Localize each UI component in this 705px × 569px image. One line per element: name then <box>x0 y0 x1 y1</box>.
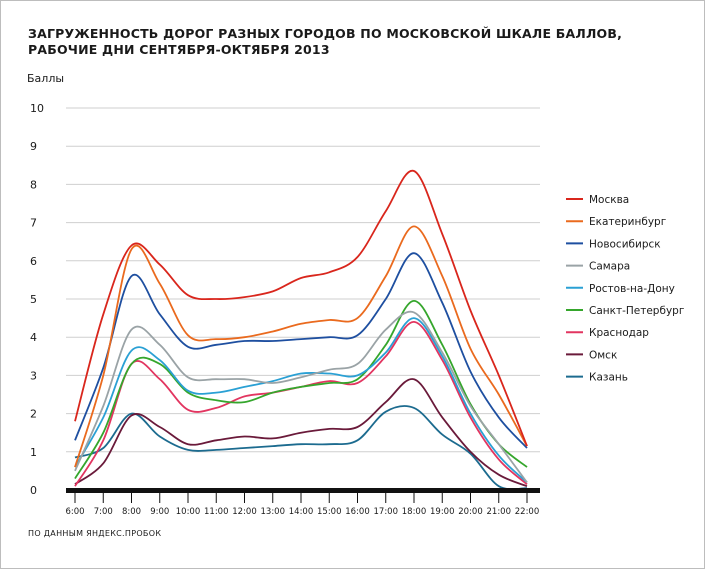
series-line <box>74 310 528 483</box>
y-tick-label: 7 <box>30 217 37 230</box>
legend-item: Ростов-на-Дону <box>566 283 675 295</box>
legend: Москва Екатеринбург Новосибирск Самара Росто… <box>566 194 684 384</box>
x-tick-label: 16:00 <box>345 507 370 517</box>
legend-item: Самара <box>566 261 630 273</box>
source-note: по данным Яндекс.Пробок <box>28 529 162 538</box>
x-tick-label: 7:00 <box>94 507 113 517</box>
series-line <box>74 252 528 449</box>
x-tick-label: 22:00 <box>515 507 540 517</box>
legend-label: Краснодар <box>589 327 649 339</box>
chart-title: Загруженность дорог разных городов по мо… <box>28 26 623 57</box>
series-line <box>74 300 528 480</box>
legend-label: Самара <box>589 261 630 273</box>
y-tick-label: 10 <box>30 102 44 115</box>
x-tick-label: 14:00 <box>289 507 314 517</box>
x-tick-label: 12:00 <box>232 507 257 517</box>
y-tick-labels: 0 1 2 3 4 5 6 7 8 9 10 <box>30 102 44 497</box>
series-line <box>74 317 528 484</box>
x-tick-label: 18:00 <box>402 507 427 517</box>
x-tick-label: 17:00 <box>374 507 399 517</box>
y-tick-label: 8 <box>30 178 37 191</box>
series-line <box>74 225 528 468</box>
series-lines <box>74 170 528 491</box>
series-line <box>74 378 528 488</box>
y-tick-label: 3 <box>30 369 37 382</box>
y-tick-label: 0 <box>30 484 37 497</box>
y-tick-label: 4 <box>30 331 37 344</box>
legend-label: Санкт-Петербург <box>589 305 684 317</box>
x-tick-label: 15:00 <box>317 507 342 517</box>
y-tick-label: 5 <box>30 293 37 306</box>
x-axis-bar <box>66 488 540 493</box>
x-tick-label: 8:00 <box>122 507 141 517</box>
y-tick-label: 2 <box>30 408 37 421</box>
grid-lines <box>66 107 540 453</box>
legend-label: Новосибирск <box>589 238 661 250</box>
legend-label: Екатеринбург <box>589 216 666 228</box>
legend-item: Москва <box>566 194 629 206</box>
legend-item: Казань <box>566 372 628 384</box>
y-tick-label: 6 <box>30 255 37 268</box>
x-tick-label: 6:00 <box>65 507 84 517</box>
legend-item: Екатеринбург <box>566 216 666 228</box>
legend-label: Омск <box>589 349 617 361</box>
legend-label: Москва <box>589 194 629 206</box>
series-line <box>74 170 528 447</box>
legend-label: Ростов-на-Дону <box>589 283 675 295</box>
x-axis: 6:00 7:00 8:00 9:00 10:00 11:00 12:00 13:00 14:0… <box>65 488 540 517</box>
x-tick-label: 20:00 <box>458 507 483 517</box>
y-tick-label: 1 <box>30 446 37 459</box>
x-tick-label: 13:00 <box>261 507 286 517</box>
series-line <box>74 405 528 491</box>
x-tick-label: 19:00 <box>430 507 455 517</box>
legend-item: Новосибирск <box>566 238 661 250</box>
x-tick-label: 21:00 <box>487 507 512 517</box>
legend-item: Омск <box>566 349 617 361</box>
x-tick-label: 11:00 <box>204 507 229 517</box>
legend-label: Казань <box>589 372 628 384</box>
x-tick-label: 9:00 <box>150 507 169 517</box>
x-tick-label: 10:00 <box>176 507 201 517</box>
y-tick-label: 9 <box>30 140 37 153</box>
legend-item: Краснодар <box>566 327 649 339</box>
legend-item: Санкт-Петербург <box>566 305 684 317</box>
y-axis-label: Баллы <box>27 72 64 85</box>
